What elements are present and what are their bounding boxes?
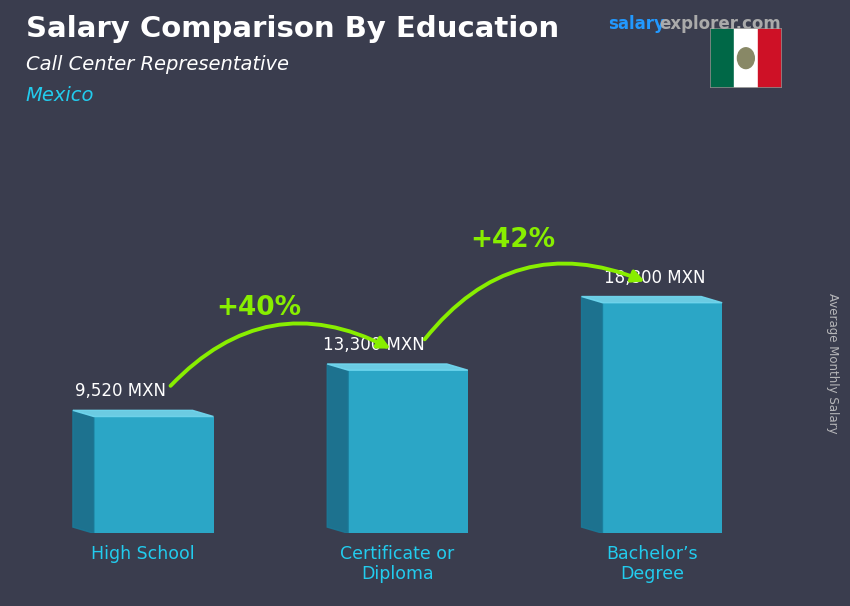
Bar xyxy=(710,28,734,88)
Text: 9,520 MXN: 9,520 MXN xyxy=(75,382,166,401)
Text: salary: salary xyxy=(608,15,665,33)
Polygon shape xyxy=(73,410,94,533)
Bar xyxy=(758,28,782,88)
Text: Bachelor’s
Degree: Bachelor’s Degree xyxy=(606,545,698,584)
Polygon shape xyxy=(581,296,722,303)
Circle shape xyxy=(738,48,754,68)
Polygon shape xyxy=(327,364,468,370)
Text: 13,300 MXN: 13,300 MXN xyxy=(324,336,425,354)
Text: Average Monthly Salary: Average Monthly Salary xyxy=(826,293,839,434)
Text: Mexico: Mexico xyxy=(26,86,94,105)
Text: Call Center Representative: Call Center Representative xyxy=(26,55,288,73)
Text: High School: High School xyxy=(92,545,195,562)
Bar xyxy=(94,416,213,533)
Text: +42%: +42% xyxy=(470,227,555,253)
Polygon shape xyxy=(327,364,348,533)
Text: +40%: +40% xyxy=(216,295,301,321)
Text: explorer.com: explorer.com xyxy=(659,15,780,33)
Bar xyxy=(603,303,722,533)
Polygon shape xyxy=(581,296,603,533)
Bar xyxy=(348,370,468,533)
Bar xyxy=(734,28,758,88)
Text: Salary Comparison By Education: Salary Comparison By Education xyxy=(26,15,558,43)
Polygon shape xyxy=(73,410,213,416)
Text: 18,800 MXN: 18,800 MXN xyxy=(604,268,706,287)
Text: Certificate or
Diploma: Certificate or Diploma xyxy=(340,545,455,584)
